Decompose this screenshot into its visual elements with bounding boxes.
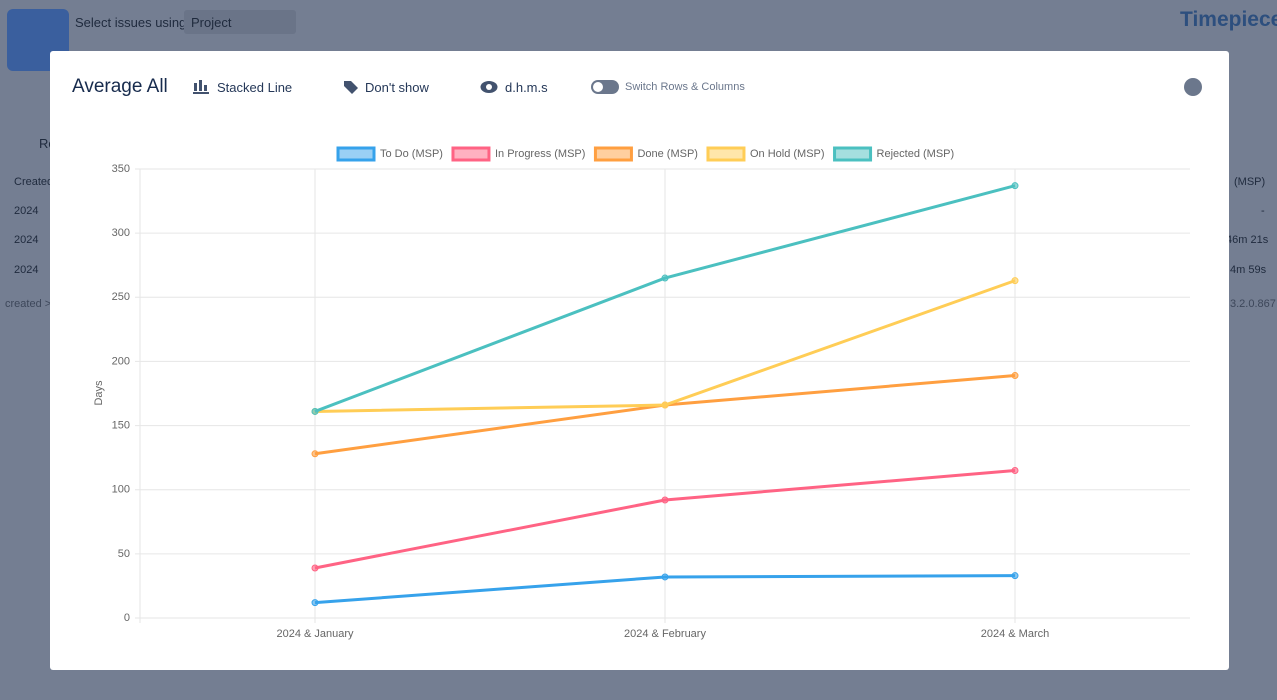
cell: 46m 21s — [1226, 234, 1269, 246]
eye-icon — [480, 81, 498, 93]
legend-swatch — [593, 146, 633, 162]
x-tick-label: 2024 & February — [624, 628, 706, 640]
legend-label: To Do (MSP) — [380, 148, 443, 160]
legend-label: Rejected (MSP) — [877, 148, 955, 160]
filter-select[interactable]: Project — [184, 10, 296, 34]
cell: 2024 — [14, 205, 39, 217]
data-point — [1011, 466, 1019, 474]
data-point — [311, 599, 319, 607]
modal: Average All Stacked Line Don't show d.h.… — [50, 51, 1229, 670]
data-point — [1011, 572, 1019, 580]
column-header: Created — [14, 176, 54, 188]
y-tick-label: 150 — [112, 419, 130, 431]
modal-title: Average All — [72, 76, 168, 97]
chart-type-select[interactable]: Stacked Line — [217, 80, 293, 95]
data-point — [1011, 372, 1019, 380]
data-point — [661, 496, 669, 504]
data-point — [1011, 182, 1019, 190]
cell: 4m 59s — [1230, 264, 1267, 276]
y-tick-label: 50 — [118, 548, 130, 560]
data-point — [311, 564, 319, 572]
legend-swatch — [336, 146, 376, 162]
y-tick-label: 100 — [112, 484, 130, 496]
column-header: (MSP) — [1234, 176, 1266, 188]
data-point — [311, 407, 319, 415]
x-tick-label: 2024 & March — [981, 628, 1049, 640]
toggle[interactable] — [591, 80, 619, 94]
cell: 2024 — [14, 264, 39, 276]
legend-label: Done (MSP) — [637, 148, 698, 160]
chart: Days 0 50 100 150 200 250 300 350 2024 & January… — [93, 146, 1190, 640]
switch-label: Switch Rows & Columns — [625, 81, 745, 93]
brand: Timepiece — [1180, 8, 1277, 31]
legend-swatch — [451, 146, 491, 162]
data-point — [661, 573, 669, 581]
chart-icon — [193, 80, 209, 94]
filter-label: Select issues using — [75, 15, 187, 30]
data-point — [311, 450, 319, 458]
data-point — [661, 401, 669, 409]
version: 3.2.0.867 — [1230, 298, 1276, 310]
data-point — [661, 274, 669, 282]
tag-icon — [344, 81, 358, 94]
cell: 2024 — [14, 234, 39, 246]
legend-swatch — [833, 146, 873, 162]
help-button[interactable] — [1184, 78, 1202, 96]
y-tick-label: 0 — [124, 612, 130, 624]
legend-label: On Hold (MSP) — [750, 148, 825, 160]
footer: created > — [5, 298, 52, 310]
x-tick-label: 2024 & January — [276, 628, 354, 640]
format-select[interactable]: d.h.m.s — [505, 80, 548, 95]
y-tick-label: 350 — [112, 163, 130, 175]
legend-label: In Progress (MSP) — [495, 148, 585, 160]
legend-swatch — [706, 146, 746, 162]
y-tick-label: 300 — [112, 227, 130, 239]
y-axis-title: Days — [93, 380, 105, 406]
y-tick-label: 200 — [112, 355, 130, 367]
cell: - — [1261, 205, 1265, 217]
data-point — [1011, 277, 1019, 285]
labels-select[interactable]: Don't show — [365, 80, 429, 95]
y-tick-label: 250 — [112, 291, 130, 303]
